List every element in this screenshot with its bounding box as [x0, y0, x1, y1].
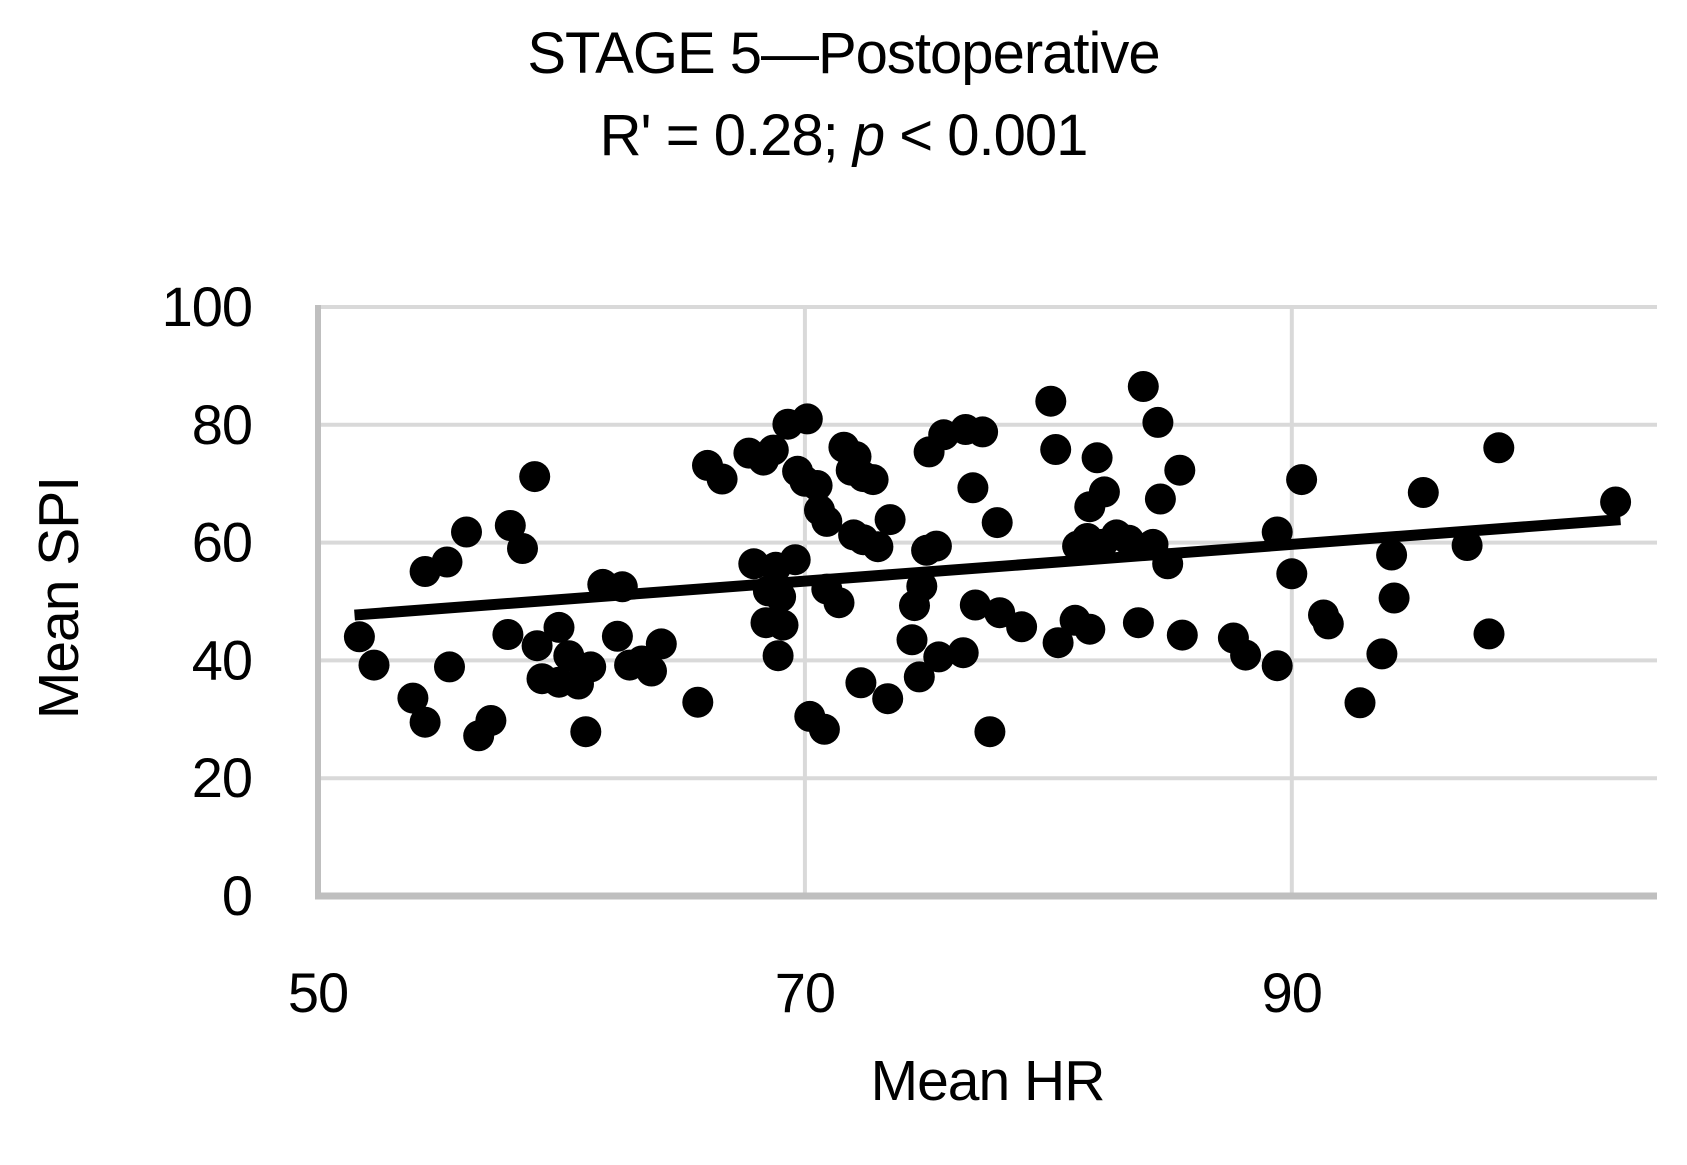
- scatter-point: [1286, 464, 1318, 496]
- scatter-point: [1074, 613, 1106, 645]
- scatter-point: [1376, 539, 1408, 571]
- chart-title: STAGE 5—Postoperative: [527, 21, 1160, 86]
- scatter-point: [1366, 638, 1398, 670]
- scatter-point: [519, 461, 551, 493]
- y-tick-label: 0: [222, 864, 252, 927]
- scatter-point: [872, 683, 904, 715]
- scatter-point: [1122, 607, 1154, 639]
- scatter-point: [1164, 454, 1196, 486]
- scatter-point: [791, 403, 823, 435]
- scatter-point: [451, 516, 482, 548]
- trend-line: [354, 514, 1621, 621]
- scatter-point: [507, 533, 538, 564]
- y-tick-label: 20: [192, 746, 252, 809]
- scatter-point: [957, 472, 989, 504]
- y-tick-label: 60: [192, 511, 252, 574]
- scatter-point: [1312, 608, 1344, 640]
- scatter-point: [967, 416, 999, 448]
- scatter-point: [823, 587, 855, 619]
- scatter-point: [811, 505, 843, 537]
- scatter-point: [570, 716, 602, 748]
- scatter-point: [1276, 558, 1308, 590]
- scatter-point: [1006, 611, 1038, 643]
- scatter-point: [1344, 687, 1376, 719]
- scatter-point: [409, 706, 441, 738]
- scatter-point: [494, 510, 526, 541]
- scatter-point: [358, 649, 390, 681]
- scatter-point: [645, 628, 677, 660]
- scatter-point: [1230, 639, 1262, 671]
- scatter-point: [1407, 477, 1439, 508]
- scatter-point: [981, 507, 1013, 539]
- scatter-point: [1483, 432, 1515, 464]
- scatter-point: [682, 686, 714, 718]
- x-tick-label: 70: [775, 961, 835, 1024]
- scatter-point: [492, 619, 524, 650]
- scatter-point: [543, 611, 575, 643]
- subtitle-r-value: R' = 0.28;: [599, 103, 853, 168]
- scatter-point: [1042, 627, 1074, 659]
- scatter-point: [1473, 618, 1505, 650]
- scatter-point: [808, 713, 840, 745]
- scatter-point: [974, 716, 1006, 748]
- scatter-point: [862, 531, 894, 563]
- scatter-point: [1144, 483, 1176, 515]
- scatter-point: [1127, 371, 1159, 402]
- scatter-point: [1113, 524, 1145, 556]
- scatter-point: [767, 609, 799, 641]
- scatter-point: [521, 630, 553, 662]
- scatter-point: [636, 655, 667, 687]
- x-tick-label: 50: [288, 961, 348, 1024]
- scatter-point: [1261, 650, 1293, 682]
- scatter-point: [1378, 582, 1410, 614]
- scatter-point: [343, 621, 375, 653]
- scatter-point: [1451, 530, 1483, 561]
- scatter-point: [959, 589, 991, 621]
- scatter-point: [857, 464, 889, 496]
- y-tick-label: 40: [192, 628, 252, 691]
- scatter-point: [757, 434, 789, 466]
- scatter-point: [1035, 385, 1067, 417]
- scatter-point: [923, 641, 955, 673]
- scatter-point: [431, 546, 463, 578]
- scatter-point: [762, 640, 794, 672]
- scatter-point: [947, 637, 979, 669]
- scatter-point: [397, 682, 429, 714]
- scatter-point: [765, 581, 797, 613]
- scatter-point: [896, 624, 928, 656]
- subtitle-p-value: < 0.001: [884, 103, 1088, 168]
- scatter-point: [1166, 619, 1198, 651]
- scatter-point: [899, 590, 930, 622]
- y-tick-label: 80: [192, 393, 252, 456]
- scatter-point: [1081, 442, 1113, 474]
- scatter-point: [1600, 486, 1632, 518]
- scatter-point: [874, 504, 906, 536]
- chart-subtitle: R' = 0.28; p < 0.001: [0, 104, 1687, 168]
- scatter-point: [1074, 491, 1106, 523]
- subtitle-p-symbol: p: [852, 103, 885, 168]
- scatter-point: [601, 620, 633, 652]
- scatter-point: [475, 705, 507, 736]
- scatter-point: [920, 530, 952, 562]
- scatter-point: [706, 463, 738, 495]
- scatter-point: [1142, 406, 1174, 438]
- x-tick-label: 90: [1262, 961, 1322, 1024]
- scatter-point: [1040, 434, 1072, 465]
- scatter-point: [903, 661, 935, 693]
- scatter-point: [779, 544, 811, 576]
- scatter-point: [845, 667, 877, 699]
- scatter-point: [575, 651, 607, 683]
- scatter-point: [801, 470, 833, 501]
- scatter-point: [434, 651, 465, 683]
- scatter-point: [984, 597, 1016, 629]
- x-axis-title: Mean HR: [870, 1049, 1106, 1113]
- y-tick-label: 100: [162, 275, 252, 338]
